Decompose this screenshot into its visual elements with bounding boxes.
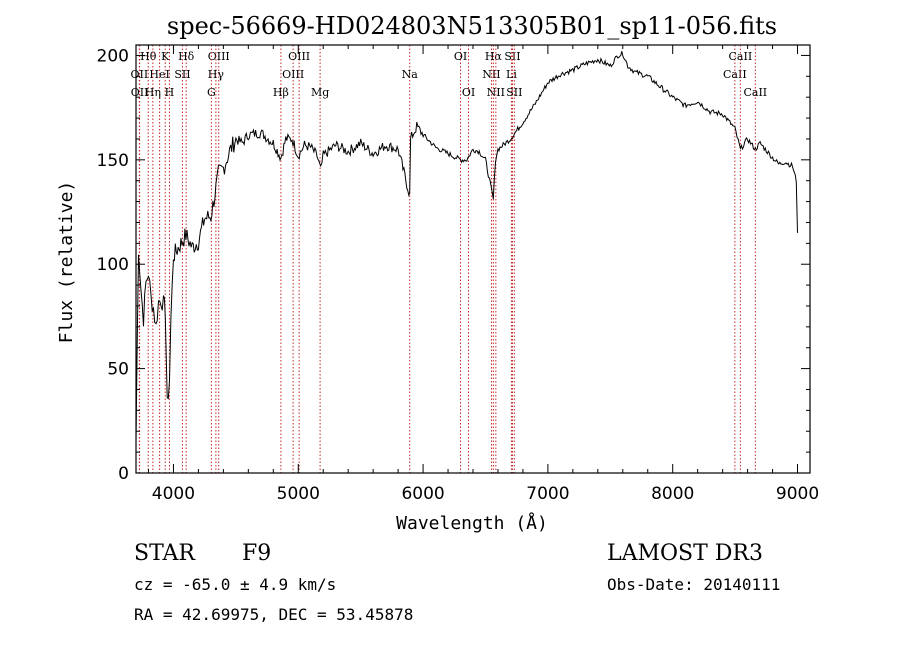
spectral-line-label-18: OI [462,86,475,99]
spectral-line-label-12: Hβ [273,86,289,99]
object-class-text: STAR [134,541,196,566]
spectrum-series-line [135,51,798,442]
x-tick-label-3: 7000 [526,484,569,504]
obs-date-text: Obs-Date: 20140111 [607,575,780,594]
x-axis-label: Wavelength (Å) [396,512,548,534]
survey-text: LAMOST DR3 [607,541,763,566]
spectral-line-label-19: NII [482,68,500,81]
y-axis-label: Flux (relative) [56,181,77,344]
spectral-line-label-7: SII [174,68,190,81]
x-tick-label-1: 5000 [277,484,320,504]
x-tick-label-2: 6000 [401,484,444,504]
spectral-line-label-22: SII [504,50,520,63]
spectral-line-label-2: OII [131,86,149,99]
chart-title: spec-56669-HD024803N513305B01_sp11-056.f… [167,12,777,40]
axis-ticks: 4000 5000 6000 7000 8000 9000 0 50 100 150 200 [97,45,819,504]
spectral-line-label-21: NII [487,86,505,99]
x-tick-label-5: 9000 [776,484,819,504]
subclass-text: F9 [242,541,271,566]
spectral-line-label-8: Hδ [178,50,195,63]
spectral-line-label-23: Li [506,68,517,81]
x-tick-label-0: 4000 [152,484,195,504]
spectral-line-label-13: OIII [282,68,304,81]
spectral-line-label-17: OI [454,50,467,63]
y-tick-label-2: 100 [97,255,129,275]
spectral-line-label-16: Na [402,68,419,81]
spectral-line-label-20: Hα [485,50,503,63]
spectral-line-label-15: Mg [311,86,329,99]
spectral-line-label-27: CaII [743,86,767,99]
spectral-line-label-9: OIII [208,50,230,63]
cz-text: cz = -65.0 ± 4.9 km/s [134,575,336,594]
spectral-line-label-24: SII [506,86,522,99]
y-tick-label-3: 150 [97,151,129,171]
plot-frame [135,44,811,474]
spectral-line-label-4: Hη [145,86,161,99]
y-tick-label-1: 50 [107,360,129,380]
spectral-line-label-6: H [165,86,175,99]
spectral-line-label-10: Hγ [208,68,225,81]
x-tick-label-4: 8000 [651,484,694,504]
spectral-line-label-5: K [161,50,170,63]
y-tick-label-4: 200 [97,46,129,66]
spectral-line-label-0: Hθ [140,50,157,63]
spectral-line-label-3: HeI [149,68,169,81]
spectral-line-label-25: CaII [723,68,747,81]
spectral-line-label-14: OIII [288,50,310,63]
radec-text: RA = 42.69975, DEC = 53.45878 [134,605,413,624]
spectral-line-label-11: G [207,86,216,99]
y-tick-label-0: 0 [118,464,129,484]
spectral-line-label-26: CaII [729,50,753,63]
